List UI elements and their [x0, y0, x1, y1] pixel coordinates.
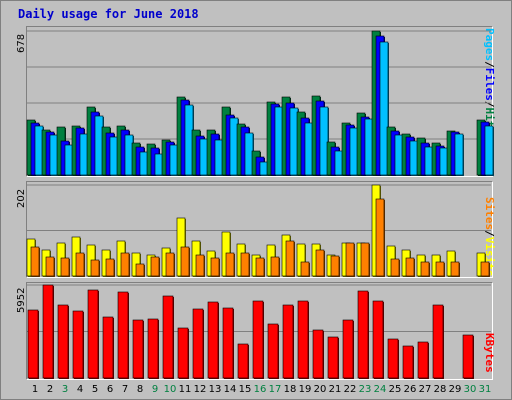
x-tick-label: 21: [328, 384, 342, 395]
x-tick-label: 22: [343, 384, 357, 395]
kbytes-bar: [177, 327, 189, 379]
x-tick-label: 28: [433, 384, 447, 395]
sites-bar: [300, 261, 310, 277]
sites-bar: [180, 246, 190, 277]
x-tick-label: 10: [163, 384, 177, 395]
kbytes-bar: [87, 289, 99, 379]
pages-bar: [454, 133, 464, 176]
x-tick-label: 2: [46, 384, 54, 395]
kbytes-bar: [162, 295, 174, 379]
x-tick-label: 27: [418, 384, 432, 395]
x-tick-label: 17: [268, 384, 282, 395]
x-tick-label: 26: [403, 384, 417, 395]
kbytes-bar: [417, 341, 429, 379]
x-tick-label: 25: [388, 384, 402, 395]
sites-bar: [420, 261, 430, 277]
x-tick-label: 7: [121, 384, 129, 395]
kbytes-bar: [342, 319, 354, 379]
sites-bar: [120, 252, 130, 277]
sites-bar: [165, 252, 175, 277]
x-tick-label: 23: [358, 384, 372, 395]
sites-bar: [90, 259, 100, 277]
chart-title: Daily usage for June 2018: [18, 7, 199, 21]
kbytes-bar: [297, 300, 309, 379]
sites-bar: [135, 263, 145, 277]
kbytes-bar: [102, 316, 114, 379]
x-tick-label: 29: [448, 384, 462, 395]
x-tick-label: 13: [208, 384, 222, 395]
sites-bar: [270, 256, 280, 277]
kbytes-bar: [207, 301, 219, 379]
x-tick-label: 15: [238, 384, 252, 395]
x-tick-label: 8: [136, 384, 144, 395]
x-tick-label: 6: [106, 384, 114, 395]
kbytes-bar: [57, 304, 69, 379]
x-tick-label: 4: [76, 384, 84, 395]
kbytes-bar: [402, 345, 414, 379]
x-tick-label: 1: [31, 384, 39, 395]
sites-bar: [60, 257, 70, 277]
x-tick-label: 20: [313, 384, 327, 395]
x-tick-label: 3: [61, 384, 69, 395]
x-tick-label: 31: [478, 384, 492, 395]
x-tick-label: 14: [223, 384, 237, 395]
sites-bar: [105, 258, 115, 277]
sites-bar: [435, 261, 445, 277]
kbytes-bar: [312, 329, 324, 379]
kbytes-bar: [252, 300, 264, 379]
sites-bar: [195, 254, 205, 277]
kbytes-bar: [117, 291, 129, 379]
kbytes-bar: [72, 310, 84, 379]
sites-bar: [405, 257, 415, 277]
kbytes-bar: [27, 309, 39, 379]
sites-bar: [285, 240, 295, 277]
sites-bar: [255, 257, 265, 277]
x-tick-label: 12: [193, 384, 207, 395]
pages-bar: [484, 125, 494, 176]
x-tick-label: 30: [463, 384, 477, 395]
kbytes-bar: [267, 323, 279, 379]
x-tick-label: 18: [283, 384, 297, 395]
kbytes-bar: [237, 343, 249, 379]
sites-bar: [360, 242, 370, 277]
kbytes-bar: [387, 338, 399, 379]
kbytes-bar: [147, 318, 159, 379]
kbytes-bar: [282, 304, 294, 379]
x-tick-label: 11: [178, 384, 192, 395]
pages-bar: [379, 41, 389, 176]
sites-bar: [150, 256, 160, 277]
sites-bar: [390, 258, 400, 277]
sites-bar: [210, 257, 220, 277]
kbytes-bar: [372, 300, 384, 379]
x-tick-label: 16: [253, 384, 267, 395]
sites-bar: [450, 261, 460, 277]
x-tick-label: 5: [91, 384, 99, 395]
sites-bar: [330, 255, 340, 277]
sites-bar: [225, 252, 235, 277]
kbytes-bar: [357, 290, 369, 379]
sites-bar: [45, 256, 55, 277]
kbytes-bar: [327, 336, 339, 379]
kbytes-bar: [222, 307, 234, 379]
kbytes-bar: [132, 319, 144, 379]
kbytes-bar: [42, 284, 54, 379]
sites-bar: [480, 261, 490, 277]
sites-bar: [345, 242, 355, 277]
x-tick-label: 9: [151, 384, 159, 395]
kbytes-bar: [462, 334, 474, 379]
sites-bar: [375, 198, 385, 277]
pages-bar: [319, 106, 329, 176]
x-tick-label: 24: [373, 384, 387, 395]
sites-bar: [315, 249, 325, 277]
x-tick-label: 19: [298, 384, 312, 395]
sites-bar: [75, 252, 85, 277]
sites-bar: [30, 246, 40, 277]
sites-bar: [240, 252, 250, 277]
kbytes-bar: [192, 308, 204, 379]
kbytes-bar: [432, 304, 444, 379]
